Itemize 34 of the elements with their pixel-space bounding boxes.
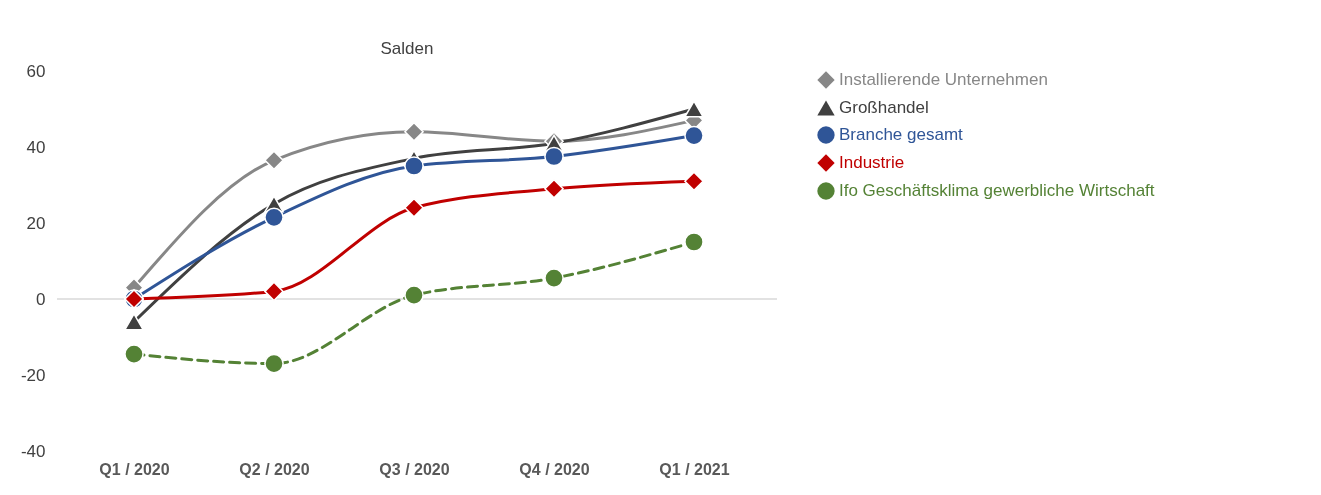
legend-label: Ifo Geschäftsklima gewerbliche Wirtschaft <box>839 181 1155 200</box>
point <box>264 281 284 302</box>
point <box>404 121 424 142</box>
point <box>684 171 704 192</box>
x-tick-label: Q3 / 2020 <box>379 460 450 478</box>
point <box>684 125 704 146</box>
legend-label: Installierende Unternehmen <box>839 70 1048 89</box>
x-tick-label: Q2 / 2020 <box>239 460 310 478</box>
chart-title: Salden <box>380 39 434 58</box>
point <box>124 344 144 364</box>
point <box>684 232 704 252</box>
point <box>404 197 424 218</box>
point <box>264 353 284 374</box>
point <box>264 150 284 171</box>
y-tick-label: 40 <box>26 137 46 157</box>
y-tick-label: -20 <box>20 365 46 385</box>
point <box>124 313 144 331</box>
legend-label: Großhandel <box>839 98 929 117</box>
x-tick-label: Q4 / 2020 <box>519 460 590 478</box>
point <box>404 285 424 306</box>
x-tick-label: Q1 / 2021 <box>659 460 730 478</box>
point <box>544 178 564 199</box>
legend-label: Industrie <box>839 153 905 172</box>
point <box>684 100 704 118</box>
y-tick-label: 0 <box>36 289 46 309</box>
point <box>264 207 284 228</box>
x-tick-label: Q1 / 2020 <box>99 460 170 478</box>
y-tick-label: -40 <box>20 441 46 461</box>
y-tick-label: 60 <box>26 61 46 81</box>
legend-label: Branche gesamt <box>839 125 964 144</box>
y-tick-label: 20 <box>26 213 46 233</box>
point <box>544 146 564 167</box>
point <box>544 268 564 288</box>
point <box>404 156 424 176</box>
